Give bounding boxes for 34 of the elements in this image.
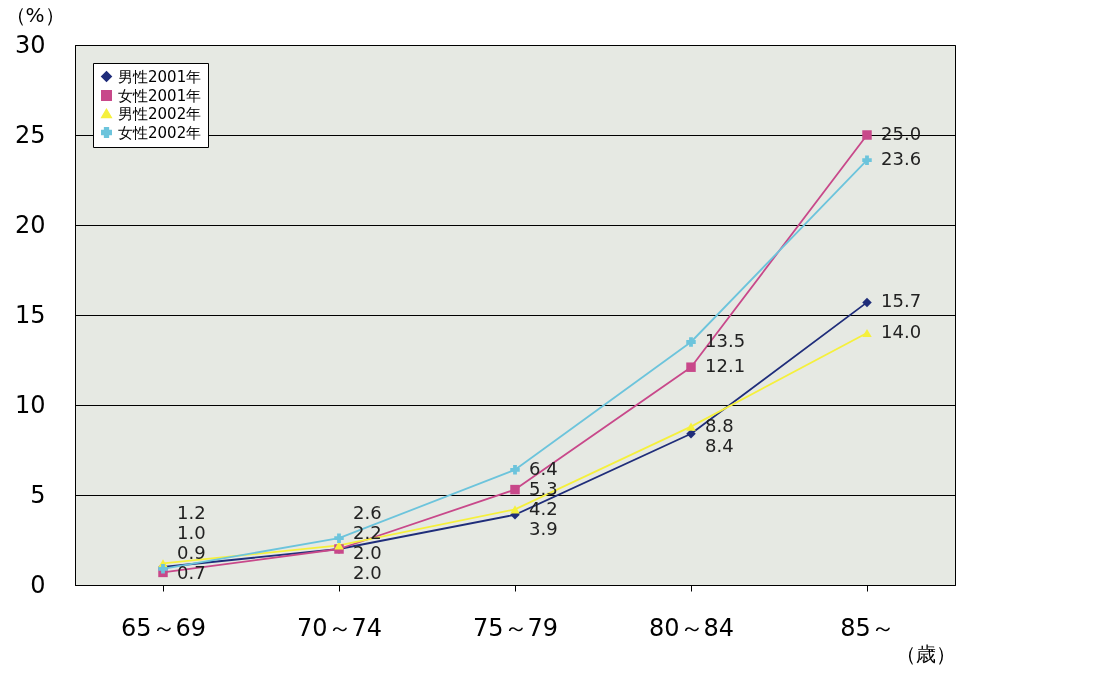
legend-label: 男性2002年 — [118, 104, 202, 123]
y-tick-label: 10 — [14, 390, 46, 419]
data-label: 23.6 — [881, 148, 922, 170]
data-label: 2.0 — [353, 542, 382, 564]
y-tick-label: 20 — [14, 210, 46, 239]
data-label: 5.3 — [529, 477, 558, 499]
y-tick-label: 15 — [14, 300, 46, 329]
data-label: 8.8 — [705, 414, 734, 436]
data-label: 4.2 — [529, 497, 558, 519]
data-label: 2.6 — [353, 502, 382, 524]
data-label: 1.2 — [177, 502, 206, 524]
legend-label: 男性2001年 — [118, 67, 202, 86]
x-tick-label: 80～84 — [648, 613, 735, 642]
x-tick-label: 65～69 — [120, 613, 207, 642]
x-axis-title: （歳） — [895, 641, 956, 666]
data-label: 15.7 — [881, 290, 922, 312]
data-label: 14.0 — [881, 321, 922, 342]
y-tick-label: 30 — [14, 30, 46, 59]
data-label: 0.7 — [177, 562, 206, 584]
y-tick-label: 25 — [14, 120, 46, 149]
y-axis-title: （%） — [5, 2, 65, 27]
y-tick-label: 5 — [30, 480, 46, 509]
legend-label: 女性2001年 — [118, 86, 202, 105]
data-label: 12.1 — [705, 355, 746, 377]
data-label: 2.0 — [353, 562, 382, 584]
data-label: 0.9 — [177, 542, 206, 564]
x-tick-label: 75～79 — [472, 613, 559, 642]
legend-label: 女性2002年 — [118, 123, 202, 142]
data-label: 8.4 — [705, 434, 734, 456]
x-tick-label: 85～ — [840, 613, 895, 642]
data-label: 3.9 — [529, 517, 558, 539]
x-tick-label: 70～74 — [296, 613, 383, 642]
data-label: 1.0 — [177, 522, 206, 544]
y-tick-label: 0 — [30, 570, 46, 599]
